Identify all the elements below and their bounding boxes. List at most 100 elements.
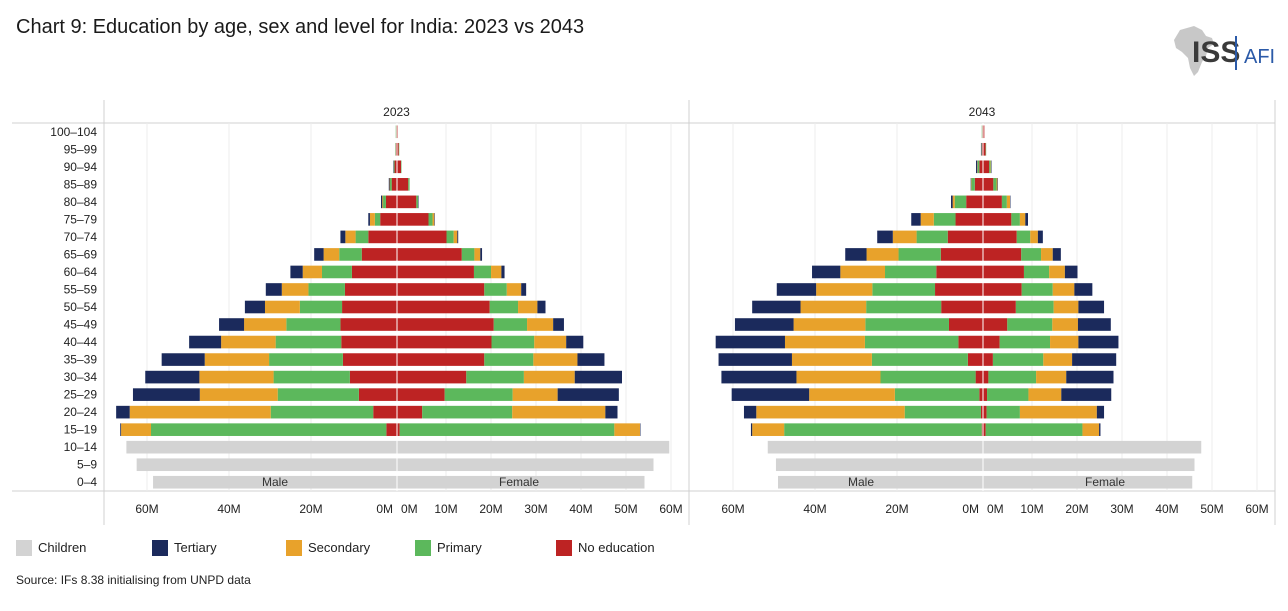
- bar-male-no-education: [955, 213, 983, 226]
- bar-female-tertiary: [553, 318, 564, 331]
- age-label: 10–14: [64, 440, 98, 454]
- bar-male-tertiary: [132, 388, 200, 401]
- bar-female-secondary: [527, 318, 554, 331]
- bar-female-primary: [416, 195, 419, 209]
- bar-female-tertiary: [1096, 405, 1105, 419]
- bar-female-primary: [1001, 195, 1007, 209]
- bar-female-no-education: [983, 213, 1012, 226]
- age-label: 30–34: [64, 370, 98, 384]
- bar-female-tertiary: [1066, 370, 1114, 384]
- x-tick-label-female: 20M: [479, 502, 502, 516]
- bar-male-secondary: [793, 318, 866, 331]
- bar-female-tertiary: [574, 370, 622, 384]
- x-tick-label-female: 30M: [524, 502, 547, 516]
- legend-label-no-education: No education: [578, 540, 655, 555]
- bar-female-no-education: [397, 300, 490, 314]
- bar-male-no-education: [394, 160, 397, 174]
- bar-female-tertiary: [480, 248, 483, 261]
- bar-male-secondary: [264, 300, 300, 314]
- bar-female-primary: [988, 370, 1037, 384]
- bar-female-tertiary: [537, 300, 546, 314]
- bar-male-no-education: [974, 178, 983, 191]
- bar-male-children: [775, 458, 983, 472]
- bar-male-no-education: [967, 353, 983, 366]
- bar-female-no-education: [397, 213, 429, 226]
- bar-male-secondary: [800, 300, 867, 314]
- male-label: Male: [262, 475, 288, 489]
- bar-male-no-education: [966, 195, 983, 209]
- bar-female-no-education: [397, 178, 409, 191]
- bar-male-primary: [277, 388, 359, 401]
- bar-male-tertiary: [877, 230, 893, 244]
- bar-male-no-education: [980, 405, 983, 419]
- bar-male-tertiary: [161, 353, 205, 366]
- x-tick-label-male: 60M: [721, 502, 744, 516]
- x-tick-label-female: 10M: [434, 502, 457, 516]
- bar-female-secondary: [533, 353, 578, 366]
- bar-female-no-education: [397, 230, 447, 244]
- bar-female-tertiary: [566, 335, 584, 349]
- bar-female-tertiary: [501, 265, 505, 279]
- bar-female-no-education: [983, 335, 1000, 349]
- age-label: 5–9: [77, 458, 97, 472]
- bar-female-secondary: [1049, 265, 1065, 279]
- bar-male-tertiary: [314, 248, 324, 261]
- bar-male-no-education: [373, 405, 397, 419]
- female-label: Female: [499, 475, 539, 489]
- bar-female-primary: [493, 318, 528, 331]
- bar-male-no-education: [395, 142, 397, 156]
- bar-male-tertiary: [743, 405, 757, 419]
- bar-male-secondary: [840, 265, 886, 279]
- bar-female-tertiary: [1078, 335, 1119, 349]
- bar-female-no-education: [397, 335, 492, 349]
- bar-female-tertiary: [521, 283, 527, 296]
- bar-female-secondary: [1052, 318, 1078, 331]
- legend-label-secondary: Secondary: [308, 540, 371, 555]
- bar-male-secondary: [345, 230, 356, 244]
- logo-afi-text: AFI: [1244, 46, 1276, 68]
- bar-female-primary: [399, 423, 615, 436]
- bar-female-no-education: [983, 283, 1022, 296]
- bar-female-secondary: [1019, 213, 1026, 226]
- bar-male-tertiary: [976, 160, 978, 174]
- bar-female-primary: [985, 423, 1083, 436]
- bar-female-tertiary: [1077, 318, 1111, 331]
- legend-swatch-primary: [415, 540, 431, 556]
- bar-female-primary: [408, 178, 410, 191]
- bar-male-children: [767, 440, 983, 454]
- bar-female-no-education: [397, 142, 399, 156]
- bar-female-no-education: [397, 248, 462, 261]
- bar-male-no-education: [368, 230, 397, 244]
- bar-female-secondary: [512, 388, 558, 401]
- panel-title: 2023: [383, 105, 410, 119]
- bar-female-no-education: [983, 230, 1017, 244]
- bar-female-tertiary: [1025, 213, 1028, 226]
- x-tick-label-male: 60M: [135, 502, 158, 516]
- bar-male-children: [126, 440, 398, 454]
- source-note: Source: IFs 8.38 initialising from UNPD …: [16, 573, 251, 587]
- x-tick-label-male: 0M: [376, 502, 393, 516]
- bar-female-primary: [987, 388, 1029, 401]
- bar-male-secondary: [204, 353, 270, 366]
- bar-female-no-education: [983, 265, 1024, 279]
- chart-title: Chart 9: Education by age, sex and level…: [16, 16, 585, 38]
- bar-male-secondary: [784, 335, 865, 349]
- bar-female-children: [983, 440, 1202, 454]
- x-tick-label-female: 50M: [1200, 502, 1223, 516]
- bar-male-tertiary: [265, 283, 282, 296]
- bar-female-tertiary: [1061, 388, 1112, 401]
- bar-male-primary: [864, 335, 959, 349]
- age-label: 60–64: [64, 265, 98, 279]
- bar-male-no-education: [936, 265, 983, 279]
- x-tick-label-male: 20M: [885, 502, 908, 516]
- bar-male-primary: [299, 300, 343, 314]
- bar-male-tertiary: [381, 195, 383, 209]
- bar-male-tertiary: [145, 370, 200, 384]
- bar-female-children: [397, 440, 670, 454]
- bar-male-no-education: [351, 265, 397, 279]
- bar-male-primary: [971, 178, 975, 191]
- bar-male-primary: [904, 405, 981, 419]
- bar-female-primary: [1016, 230, 1031, 244]
- bar-male-tertiary: [388, 178, 390, 191]
- bar-female-primary: [473, 265, 492, 279]
